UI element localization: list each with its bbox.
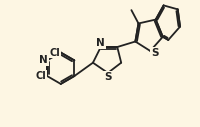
Text: N: N	[39, 55, 48, 65]
Text: Cl: Cl	[36, 71, 47, 81]
Text: N: N	[96, 38, 105, 48]
Text: S: S	[151, 47, 159, 58]
Text: Cl: Cl	[49, 47, 60, 58]
Text: S: S	[104, 72, 112, 82]
